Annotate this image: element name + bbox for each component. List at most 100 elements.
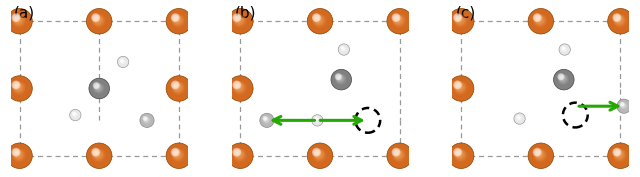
Circle shape: [393, 149, 405, 161]
Circle shape: [172, 82, 178, 88]
Circle shape: [536, 17, 541, 21]
Circle shape: [313, 149, 325, 161]
Circle shape: [234, 82, 239, 88]
Circle shape: [173, 150, 177, 154]
Circle shape: [559, 75, 567, 83]
Circle shape: [455, 149, 465, 160]
Circle shape: [533, 148, 548, 163]
Circle shape: [458, 152, 460, 154]
Circle shape: [166, 8, 191, 34]
Circle shape: [93, 15, 99, 21]
Circle shape: [340, 46, 344, 50]
Circle shape: [175, 152, 177, 154]
Circle shape: [237, 17, 239, 19]
Circle shape: [614, 149, 626, 161]
Circle shape: [14, 83, 22, 91]
Circle shape: [534, 149, 546, 161]
Circle shape: [341, 47, 346, 51]
Circle shape: [558, 74, 568, 84]
Circle shape: [620, 103, 626, 108]
Circle shape: [614, 15, 625, 25]
Circle shape: [232, 13, 241, 22]
Circle shape: [517, 116, 521, 120]
Circle shape: [14, 16, 18, 20]
Circle shape: [534, 149, 541, 156]
Circle shape: [456, 150, 464, 158]
Circle shape: [392, 14, 400, 21]
Circle shape: [449, 76, 474, 101]
Circle shape: [172, 14, 184, 27]
Circle shape: [72, 112, 76, 115]
Circle shape: [172, 81, 179, 89]
Circle shape: [263, 116, 270, 123]
Circle shape: [95, 17, 97, 19]
Circle shape: [554, 69, 574, 90]
Circle shape: [335, 73, 342, 80]
Circle shape: [15, 151, 20, 157]
Circle shape: [313, 149, 320, 156]
Circle shape: [561, 46, 564, 50]
Circle shape: [336, 75, 340, 79]
Circle shape: [121, 60, 123, 62]
Circle shape: [455, 15, 460, 21]
Circle shape: [393, 14, 405, 27]
Circle shape: [457, 84, 461, 88]
Circle shape: [621, 103, 623, 105]
Circle shape: [616, 17, 620, 21]
Circle shape: [621, 103, 625, 107]
Circle shape: [535, 16, 540, 20]
Circle shape: [621, 103, 625, 108]
Circle shape: [7, 8, 32, 34]
Circle shape: [92, 14, 99, 21]
Circle shape: [338, 76, 341, 79]
Circle shape: [342, 48, 344, 49]
Circle shape: [528, 8, 554, 34]
Circle shape: [387, 8, 412, 34]
Circle shape: [72, 112, 76, 115]
Circle shape: [13, 81, 25, 94]
Circle shape: [120, 59, 124, 63]
Circle shape: [314, 117, 317, 120]
Circle shape: [175, 17, 177, 19]
Circle shape: [228, 76, 253, 101]
Circle shape: [235, 16, 239, 20]
Circle shape: [13, 149, 25, 161]
Circle shape: [341, 47, 344, 49]
Circle shape: [516, 115, 520, 119]
Circle shape: [341, 47, 343, 49]
Circle shape: [314, 150, 323, 158]
Circle shape: [172, 14, 179, 21]
Circle shape: [316, 17, 318, 19]
Circle shape: [560, 76, 564, 81]
Circle shape: [534, 149, 545, 160]
Circle shape: [562, 47, 564, 49]
Circle shape: [174, 17, 179, 21]
Circle shape: [72, 112, 75, 115]
Circle shape: [174, 84, 179, 88]
Circle shape: [73, 113, 76, 116]
Circle shape: [174, 151, 179, 155]
Circle shape: [175, 85, 177, 87]
Circle shape: [456, 16, 462, 22]
Circle shape: [316, 151, 320, 155]
Circle shape: [316, 152, 318, 154]
Circle shape: [236, 151, 241, 157]
Circle shape: [143, 116, 151, 124]
Circle shape: [453, 148, 462, 157]
Circle shape: [173, 151, 180, 157]
Circle shape: [394, 150, 402, 158]
Circle shape: [533, 14, 548, 28]
Circle shape: [12, 13, 20, 22]
Circle shape: [144, 117, 148, 122]
Circle shape: [536, 16, 542, 22]
Circle shape: [314, 16, 319, 20]
Circle shape: [120, 59, 123, 62]
Circle shape: [93, 82, 105, 94]
Circle shape: [173, 83, 180, 90]
Circle shape: [232, 81, 241, 89]
Circle shape: [449, 8, 474, 34]
Circle shape: [616, 152, 619, 154]
Circle shape: [340, 46, 347, 53]
Circle shape: [393, 15, 404, 25]
Circle shape: [518, 117, 519, 118]
